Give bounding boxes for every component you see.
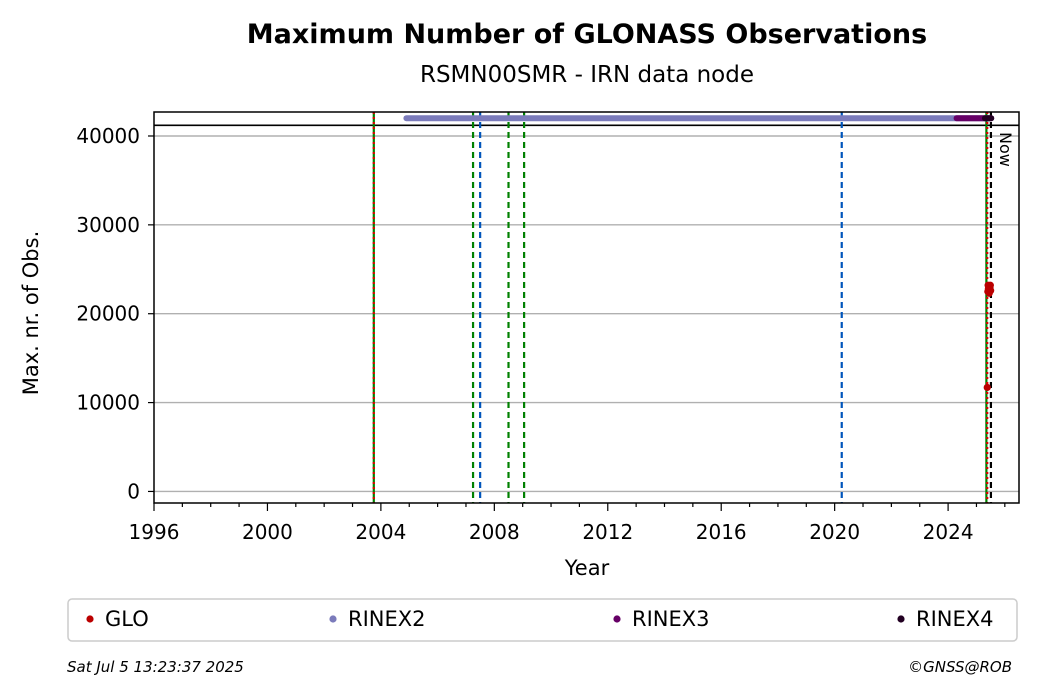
y-tick-label: 40000 bbox=[76, 124, 140, 148]
plot-frame bbox=[153, 111, 1020, 504]
legend-marker-glo bbox=[86, 615, 94, 623]
chart-subtitle: RSMN00SMR - IRN data node bbox=[420, 62, 754, 88]
x-tick-label: 2004 bbox=[355, 520, 406, 544]
x-axis-label: Year bbox=[564, 556, 610, 580]
x-tick-label: 2000 bbox=[242, 520, 293, 544]
x-tick-label: 2024 bbox=[923, 520, 974, 544]
series-glo-point bbox=[986, 281, 994, 289]
x-tick-label: 2020 bbox=[809, 520, 860, 544]
legend-label-rinex4: RINEX4 bbox=[916, 607, 994, 631]
plot-area: 0 10000 20000 30000 40000 Now 1996 2000 2004 2008… bbox=[76, 111, 1020, 544]
x-tick-label: 1996 bbox=[129, 520, 180, 544]
x-tick-label: 2012 bbox=[582, 520, 633, 544]
now-label: Now bbox=[996, 132, 1015, 167]
legend-box bbox=[67, 598, 1018, 642]
legend: GLO RINEX2 RINEX3 RINEX4 bbox=[67, 598, 1018, 642]
legend-marker-rinex2 bbox=[329, 615, 337, 623]
y-axis-label: Max. nr. of Obs. bbox=[19, 231, 43, 396]
x-tick-label: 2008 bbox=[469, 520, 520, 544]
legend-marker-rinex4 bbox=[897, 615, 905, 623]
series-glo-point bbox=[987, 287, 995, 295]
y-tick-label: 10000 bbox=[76, 391, 140, 415]
footer-copyright: ©GNSS@ROB bbox=[908, 658, 1012, 676]
x-tick-label: 2016 bbox=[696, 520, 747, 544]
chart-title: Maximum Number of GLONASS Observations bbox=[247, 19, 927, 50]
legend-label-glo: GLO bbox=[105, 607, 149, 631]
legend-label-rinex2: RINEX2 bbox=[348, 607, 426, 631]
legend-label-rinex3: RINEX3 bbox=[632, 607, 710, 631]
legend-marker-rinex3 bbox=[613, 615, 621, 623]
plot-inner bbox=[154, 112, 1019, 503]
y-tick-label: 0 bbox=[127, 479, 140, 503]
y-tick-label: 20000 bbox=[76, 302, 140, 326]
series-glo-point bbox=[983, 383, 991, 392]
y-tick-label: 30000 bbox=[76, 213, 140, 237]
footer-timestamp: Sat Jul 5 13:23:37 2025 bbox=[67, 658, 244, 676]
